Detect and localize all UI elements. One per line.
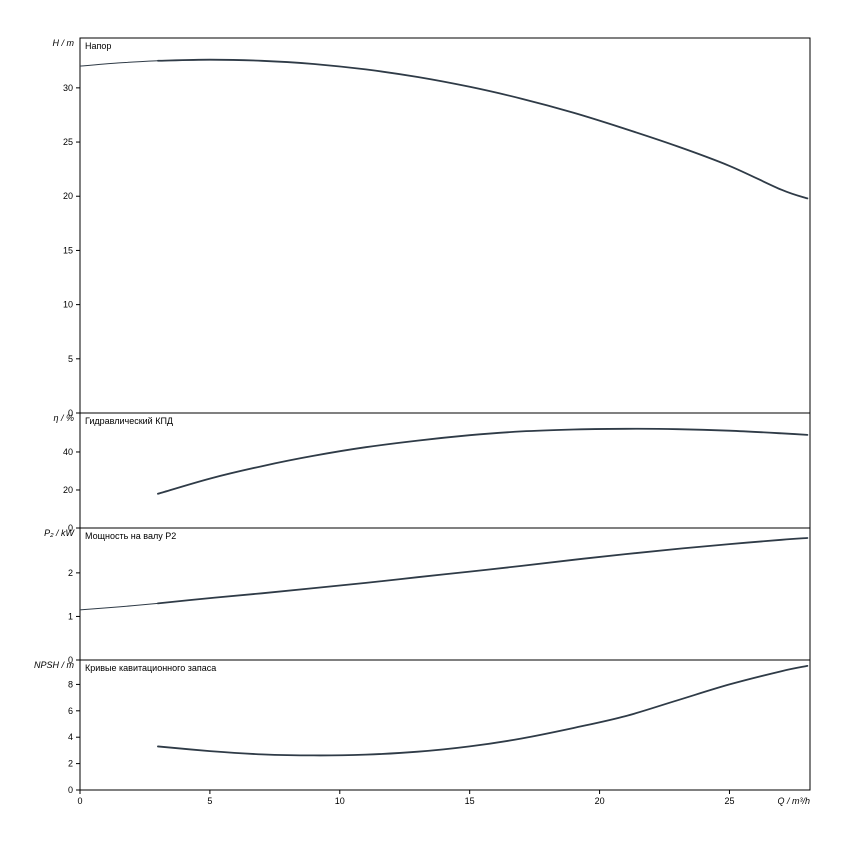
y-tick-label: 0 [68,655,73,665]
x-tick-label: 20 [595,796,605,806]
head-axis-label: H / m [53,38,75,48]
y-tick-label: 5 [68,354,73,364]
head-curve-minflow [79,60,158,67]
x-tick-label: 15 [465,796,475,806]
npsh-curve [157,665,809,757]
head-panel-border [79,37,811,414]
efficiency-panel: 0 20 40 η / % Гидравлический КПД [53,412,811,533]
y-tick-label: 10 [63,300,73,310]
efficiency-curve [157,427,809,495]
y-tick-label: 25 [63,137,73,147]
power-axis-label: P₂ / kW [44,528,75,538]
head-curve [157,58,809,200]
y-tick-label: 30 [63,83,73,93]
y-tick-label: 2 [68,759,73,769]
y-tick-label: 6 [68,706,73,716]
y-tick-label: 15 [63,245,73,255]
x-tick-label: 0 [77,796,82,806]
efficiency-axis-label: η / % [53,413,74,423]
power-curve [157,537,809,605]
power-panel-title: Мощность на валу P2 [85,531,176,541]
head-panel-title: Напор [85,41,111,51]
y-tick-label: 20 [63,191,73,201]
x-axis: 0 5 10 15 20 25 Q / m³/h [77,790,810,806]
npsh-axis-label: NPSH / m [34,660,75,670]
y-tick-label: 4 [68,732,73,742]
x-axis-label: Q / m³/h [777,796,810,806]
power-panel: 0 1 2 P₂ / kW Мощность на валу P2 [44,527,811,665]
y-tick-label: 0 [68,785,73,795]
x-tick-label: 10 [335,796,345,806]
head-panel: 0 5 10 15 20 25 30 H / m Напор [53,37,811,418]
npsh-panel: 0 2 4 6 8 NPSH / m Кривые кавитационного запас… [34,659,811,795]
y-tick-label: 20 [63,485,73,495]
y-tick-label: 40 [63,447,73,457]
x-tick-label: 5 [207,796,212,806]
npsh-panel-title: Кривые кавитационного запаса [85,663,216,673]
power-panel-border [79,527,811,661]
y-tick-label: 0 [68,408,73,418]
power-curve-minflow [79,602,158,611]
y-tick-label: 2 [68,568,73,578]
npsh-panel-border [79,659,811,791]
x-tick-label: 25 [724,796,734,806]
y-tick-label: 8 [68,679,73,689]
efficiency-panel-title: Гидравлический КПД [85,416,173,426]
y-tick-label: 1 [68,611,73,621]
y-tick-label: 0 [68,523,73,533]
